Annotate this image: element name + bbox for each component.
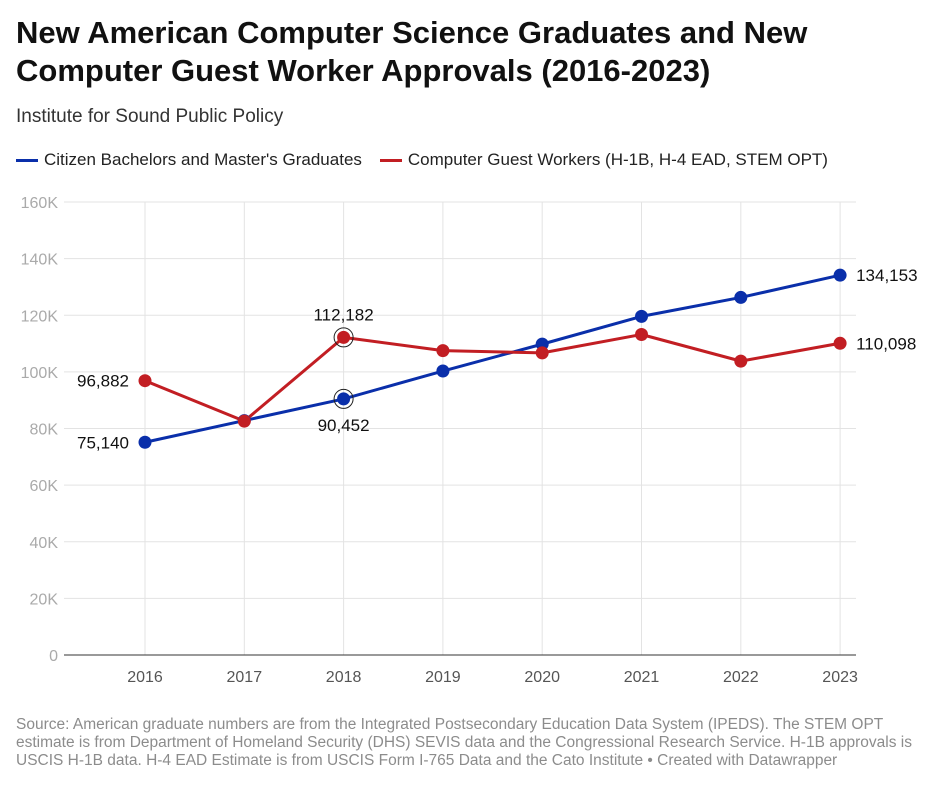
- source-note: Source: American graduate numbers are fr…: [16, 716, 912, 769]
- legend-label-graduates: Citizen Bachelors and Master's Graduates: [44, 150, 362, 169]
- data-label: 90,452: [318, 416, 370, 435]
- y-tick-label: 160K: [21, 195, 59, 212]
- chart-subtitle: Institute for Sound Public Policy: [16, 106, 284, 127]
- highlight-ring: [333, 388, 354, 409]
- graduates-point: [436, 364, 450, 378]
- legend-swatch-graduates: [16, 158, 38, 162]
- guest-workers-point: [237, 414, 251, 428]
- data-label: 96,882: [77, 372, 129, 391]
- guest-workers-line: [144, 333, 841, 423]
- graduates-point: [337, 392, 351, 406]
- guest-workers-point: [833, 336, 847, 350]
- x-tick-label: 2021: [624, 669, 660, 686]
- data-label: 110,098: [856, 334, 916, 353]
- legend-label-guest-workers: Computer Guest Workers (H-1B, H-4 EAD, S…: [407, 150, 828, 169]
- graduates-point: [833, 268, 847, 282]
- guest-workers-point: [635, 328, 648, 342]
- legend-item-guest-workers: Computer Guest Workers (H-1B, H-4 EAD, S…: [379, 150, 828, 170]
- line-chart: 0 20K 40K 60K 80K 100K 120K 140K 160K 2016 2017 201…: [21, 195, 918, 686]
- data-label: 75,140: [77, 433, 129, 452]
- y-tick-label: 20K: [30, 591, 59, 608]
- chart-title: New American Computer Science Graduates …: [16, 15, 808, 88]
- x-tick-label: 2018: [326, 669, 362, 686]
- guest-workers-point: [734, 354, 748, 368]
- y-tick-label: 140K: [21, 252, 59, 269]
- guest-workers-point: [138, 374, 152, 388]
- y-tick-label: 100K: [21, 365, 59, 382]
- y-tick-label: 40K: [30, 535, 59, 552]
- graduates-point: [734, 290, 748, 304]
- graduates-point: [138, 435, 152, 449]
- graduates-point: [635, 309, 648, 323]
- x-tick-label: 2020: [524, 669, 560, 686]
- x-tick-label: 2019: [425, 669, 461, 686]
- highlight-ring: [333, 327, 354, 348]
- y-tick-label: 0: [49, 648, 58, 665]
- x-tick-label: 2016: [127, 669, 163, 686]
- x-tick-label: 2022: [723, 669, 759, 686]
- legend-swatch-guest-workers: [379, 158, 402, 162]
- y-tick-label: 80K: [30, 422, 59, 439]
- legend: Citizen Bachelors and Master's Graduates…: [16, 150, 846, 170]
- guest-workers-point: [337, 330, 351, 344]
- x-tick-label: 2017: [227, 669, 263, 686]
- legend-item-graduates: Citizen Bachelors and Master's Graduates: [16, 150, 362, 170]
- y-tick-label: 120K: [21, 308, 59, 325]
- x-tick-label: 2023: [822, 669, 858, 686]
- data-label: 112,182: [313, 305, 373, 324]
- guest-workers-point: [535, 346, 549, 360]
- guest-workers-point: [436, 344, 450, 358]
- data-label: 134,153: [856, 266, 917, 285]
- y-tick-label: 60K: [30, 478, 59, 495]
- graduates-line: [144, 273, 841, 444]
